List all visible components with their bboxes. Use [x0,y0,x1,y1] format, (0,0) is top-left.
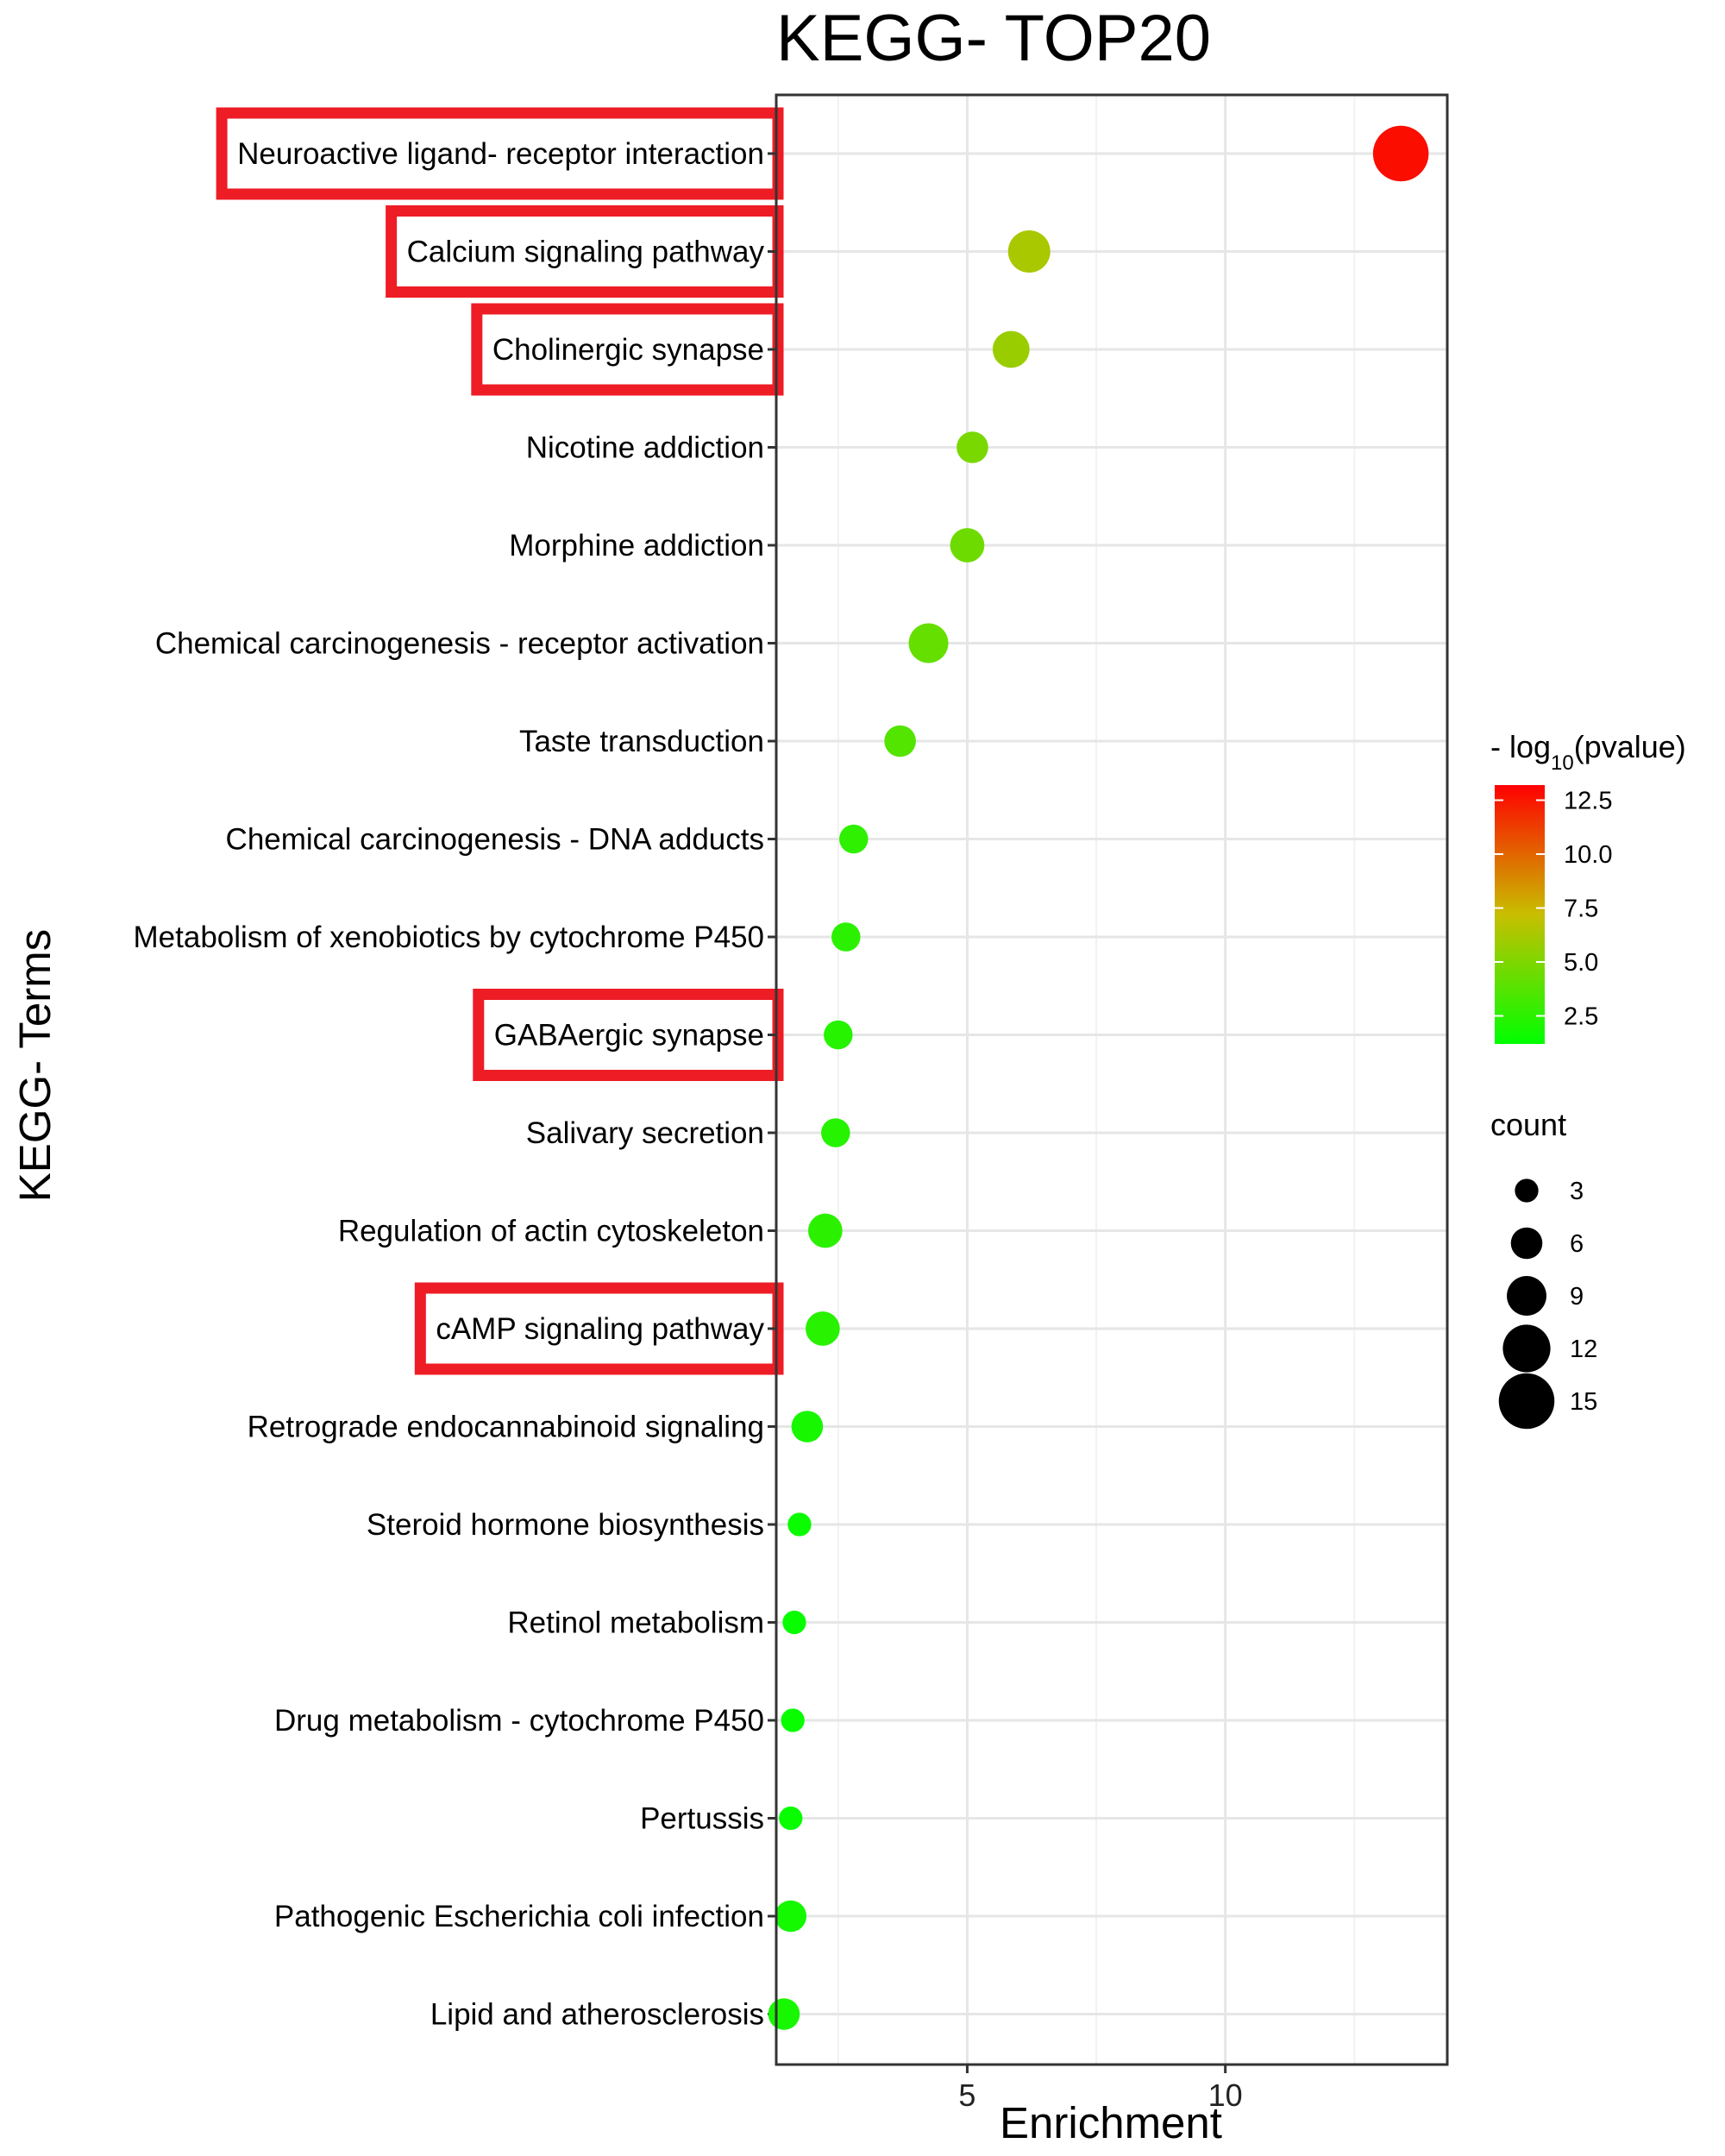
y-tick-label: Cholinergic synapse [492,333,764,367]
highlight-box [473,989,784,1081]
highlight-box [216,107,784,200]
data-point [884,725,916,757]
color-legend-label: 10.0 [1564,841,1612,869]
data-point [775,1900,807,1933]
plot-panel-border [775,93,1449,2066]
y-tick-label: Morphine addiction [509,529,764,563]
data-point [808,1213,843,1248]
color-legend-label: 12.5 [1564,788,1612,815]
color-legend-bar [1495,785,1545,1044]
y-tick-label: Salivary secretion [526,1116,764,1150]
data-point [787,1512,812,1537]
x-axis-title: Enrichment [1000,2098,1222,2147]
size-legend-label: 15 [1570,1388,1597,1416]
data-point [806,1311,840,1346]
y-tick-label: Pathogenic Escherichia coli infection [274,1900,764,1933]
x-axis-ticks: 5 10 [958,2065,1243,2113]
color-legend-label: 2.5 [1564,1003,1598,1031]
y-tick-label: Chemical carcinogenesis - receptor activ… [155,627,764,661]
data-point [831,922,861,952]
size-legend-label: 9 [1570,1283,1584,1311]
highlight-box [471,303,784,396]
data-point [781,1708,805,1732]
data-point [950,528,985,563]
y-tick-label: Metabolism of xenobiotics by cytochrome … [134,921,764,954]
data-point [992,330,1030,368]
y-tick-label: Nicotine addiction [526,431,764,465]
data-point [779,1806,803,1831]
size-legend: count 3 6 9 12 15 [1490,1107,1597,1430]
highlight-box [414,1282,784,1375]
data-point [839,824,869,854]
chart-title: KEGG- TOP20 [776,2,1211,75]
data-point [824,1020,853,1050]
y-tick-label: Retinol metabolism [507,1606,764,1640]
y-tick-label: cAMP signaling pathway [436,1312,764,1346]
y-tick-label: Drug metabolism - cytochrome P450 [274,1704,764,1738]
data-point [768,1998,800,2030]
y-tick-label: GABAergic synapse [494,1019,764,1053]
data-point [1007,230,1051,273]
size-legend-title: count [1490,1107,1566,1142]
size-legend-label: 6 [1570,1230,1584,1258]
y-tick-label: Neuroactive ligand- receptor interaction [237,137,764,171]
y-tick-label: Pertussis [640,1802,764,1836]
y-axis-title: KEGG- Terms [10,929,60,1202]
color-legend-title: - log10(pvalue) [1490,729,1686,775]
y-axis-ticks: Neuroactive ligand- receptor interaction… [134,137,776,2032]
y-tick-label: Steroid hormone biosynthesis [367,1508,764,1542]
data-point [1372,125,1429,182]
x-tick-label: 10 [1208,2077,1243,2113]
highlight-box [386,205,784,298]
data-point [791,1411,824,1443]
x-tick-label: 5 [958,2077,975,2113]
data-point [821,1118,850,1147]
data-point [908,623,949,663]
size-legend-dot [1510,1227,1543,1260]
size-legend-dot [1498,1373,1555,1430]
data-point [782,1610,806,1635]
color-legend: - log10(pvalue) 2.5 5.0 7.5 10.0 12.5 [1490,729,1686,1044]
y-tick-label: Regulation of actin cytoskeleton [338,1215,764,1248]
data-point [957,431,988,463]
y-tick-label: Lipid and atherosclerosis [430,1998,764,2032]
y-tick-label: Taste transduction [519,725,764,758]
highlight-boxes [216,107,784,1375]
size-legend-dot [1507,1276,1546,1316]
size-legend-label: 3 [1570,1178,1584,1205]
size-legend-dot [1502,1324,1551,1373]
grid-lines [776,95,1447,2065]
data-points [768,125,1429,2030]
color-legend-label: 7.5 [1564,896,1598,923]
size-legend-dot [1515,1179,1539,1203]
y-tick-label: Retrograde endocannabinoid signaling [248,1411,764,1444]
size-legend-label: 12 [1570,1336,1597,1363]
y-tick-label: Calcium signaling pathway [407,236,765,269]
color-legend-label: 5.0 [1564,949,1598,977]
y-tick-label: Chemical carcinogenesis - DNA adducts [226,823,764,857]
